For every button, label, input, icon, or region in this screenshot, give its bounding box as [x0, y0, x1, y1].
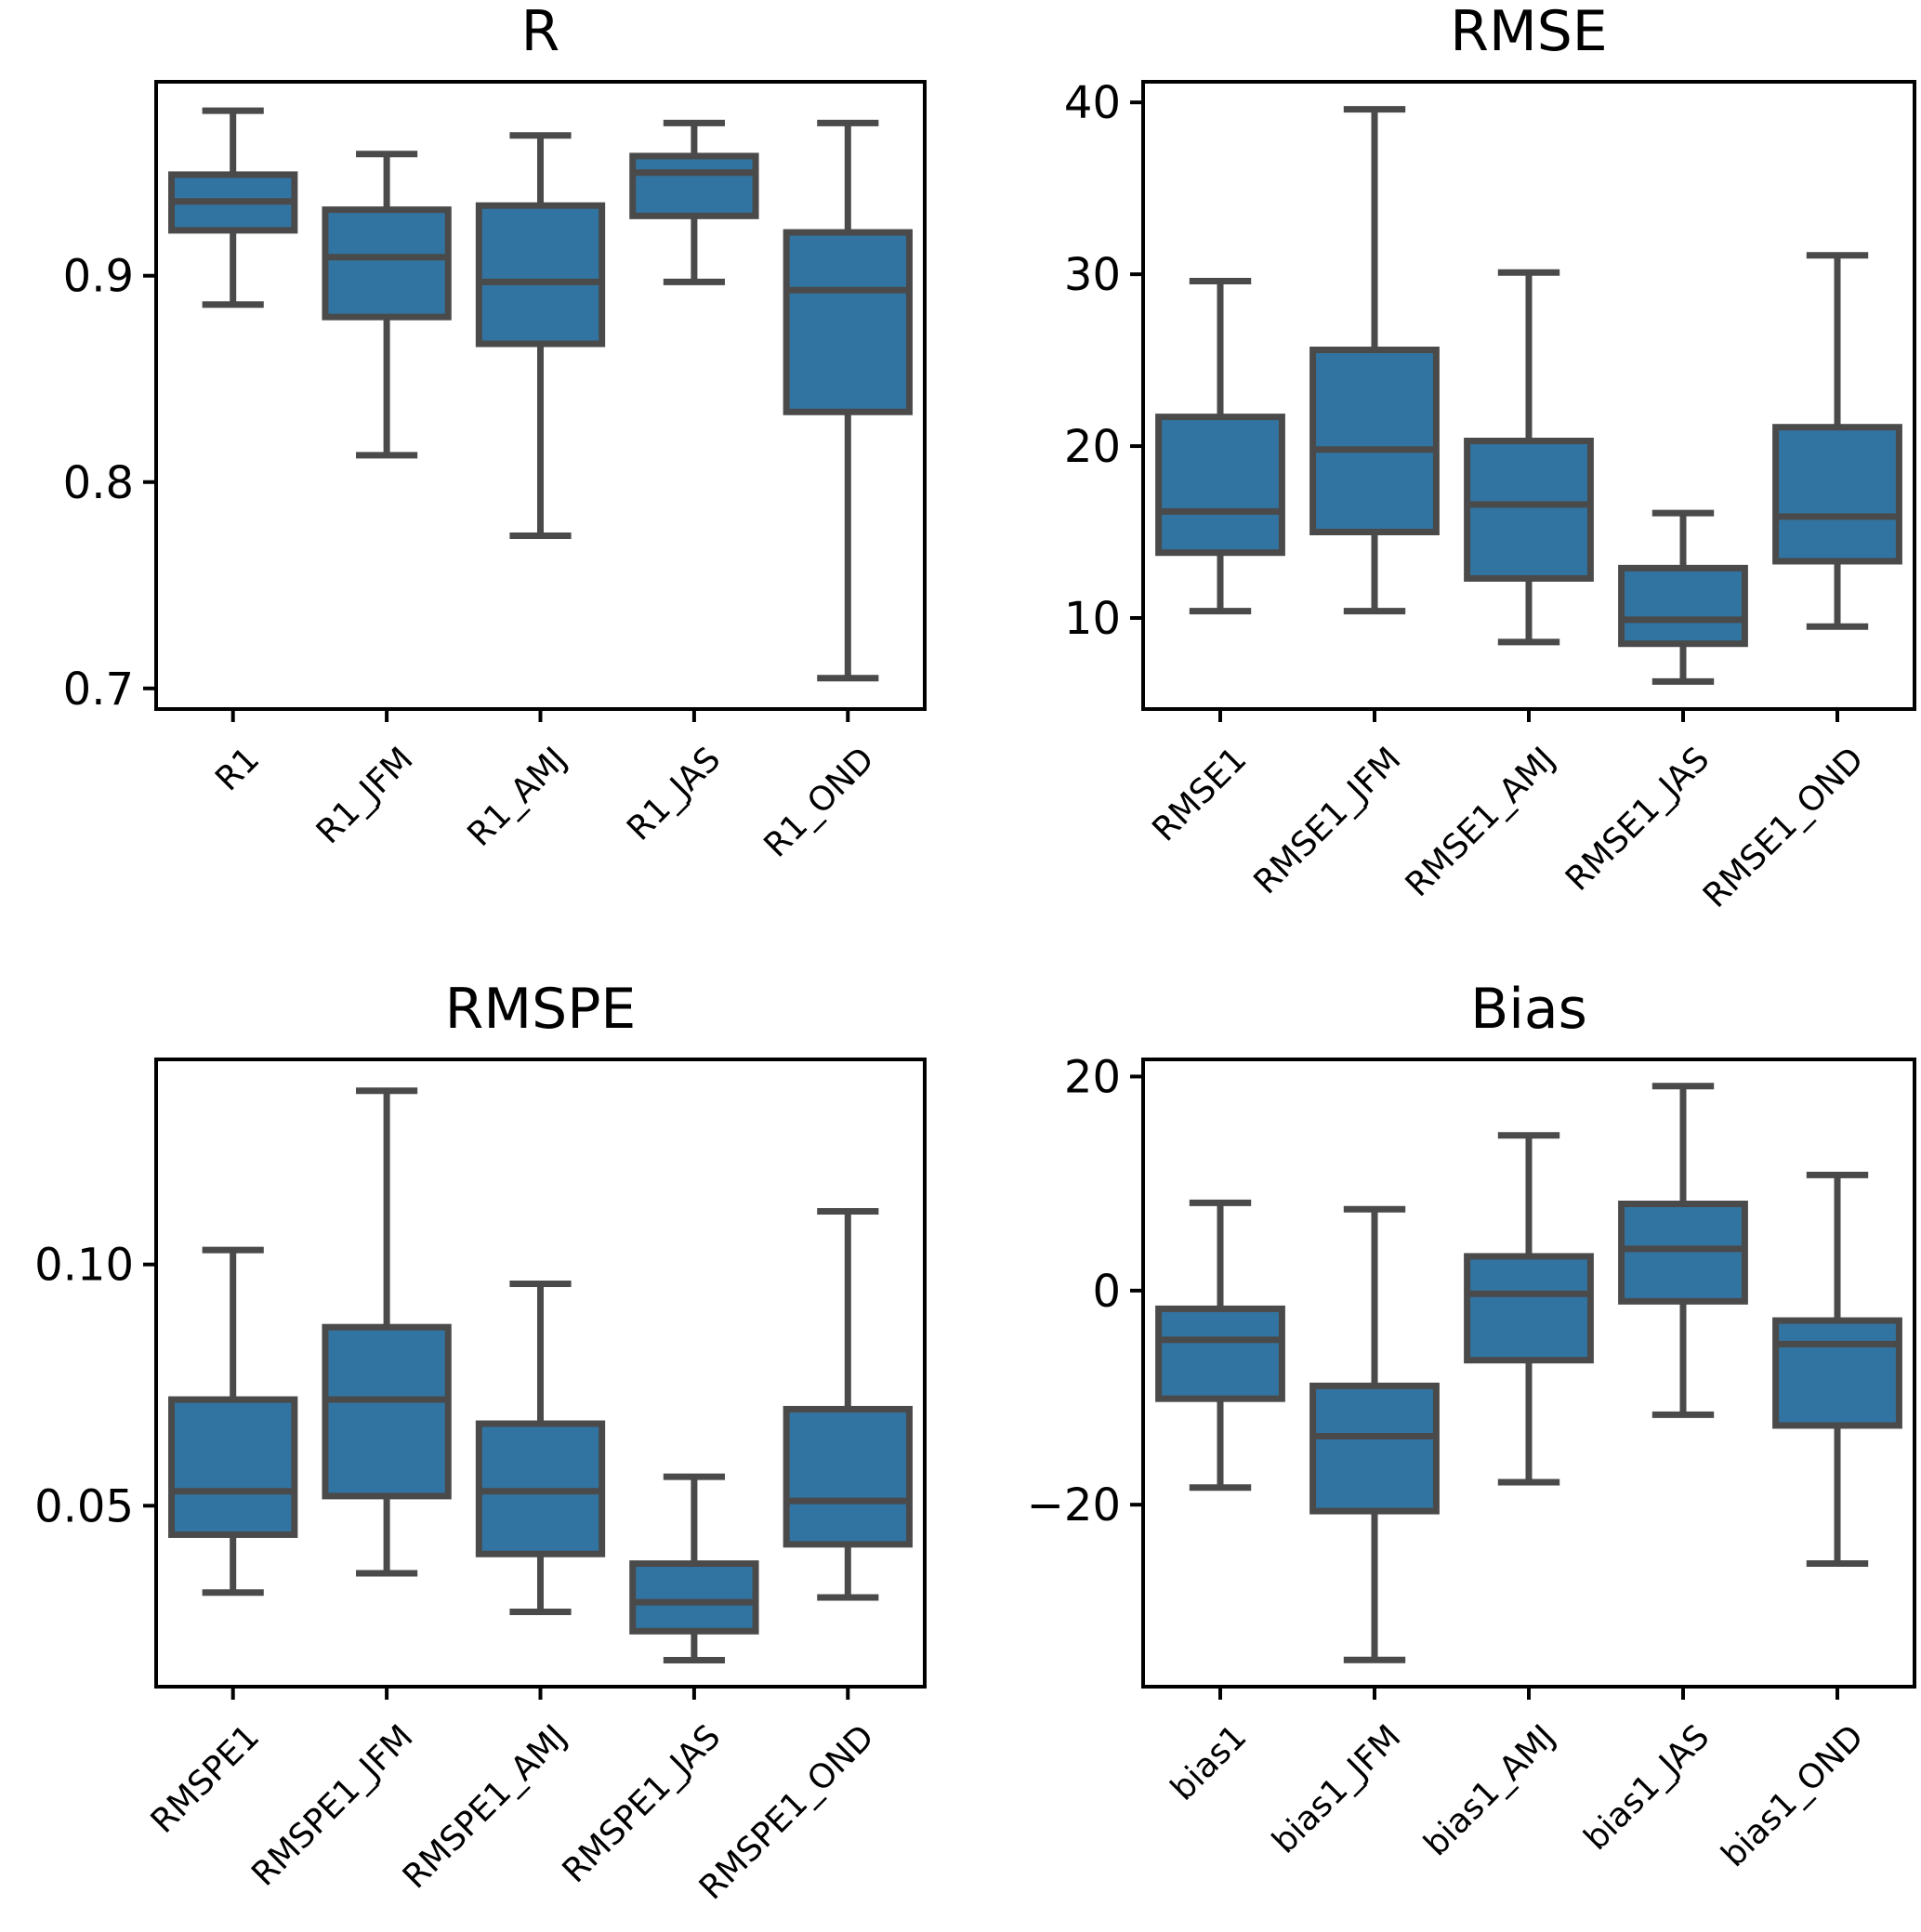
x-tick-label: R1 — [208, 740, 267, 798]
y-tick-label: 0.8 — [63, 457, 134, 509]
y-tick-label: −20 — [1027, 1479, 1121, 1531]
x-tick-label: R1_JAS — [620, 740, 728, 848]
box-RMSPE1_JFM — [322, 1087, 452, 1577]
iqr-box — [1309, 1382, 1440, 1515]
x-tick-label: RMSE1_JFM — [1247, 740, 1409, 901]
box-RMSPE1_JAS — [629, 1473, 759, 1663]
panel-r: R 0.7 0.8 0.9 R1 R1_JFM R1_AMJ R1_JAS R1_OND — [63, 0, 927, 865]
iqr-box — [1618, 1201, 1748, 1305]
x-tick-label: RMSPE1 — [144, 1717, 267, 1840]
y-tick-label: 0.10 — [34, 1240, 134, 1292]
chart-title: Bias — [1470, 977, 1587, 1042]
box-RMSE1_AMJ — [1464, 269, 1594, 646]
iqr-box — [783, 229, 913, 415]
box-R1_AMJ — [475, 132, 606, 539]
iqr-box — [1155, 414, 1285, 557]
x-tick-label: RMSE1_AMJ — [1399, 740, 1563, 904]
box-RMSPE1_AMJ — [475, 1280, 606, 1616]
box-RMSE1 — [1155, 278, 1285, 615]
iqr-box — [1618, 564, 1748, 648]
iqr-box — [629, 152, 759, 219]
y-tick-label: 10 — [1064, 593, 1121, 645]
x-tick-label: bias1_OND — [1715, 1717, 1872, 1874]
iqr-box — [322, 1323, 452, 1500]
iqr-box — [475, 202, 606, 348]
iqr-box — [1772, 424, 1902, 565]
x-tick-label: RMSE1_OND — [1696, 740, 1871, 914]
x-tick-label: R1_AMJ — [460, 740, 573, 853]
panel-rmse: RMSE10203040RMSE1RMSE1_JFMRMSE1_AMJRMSE1… — [1064, 0, 1916, 915]
box-R1_OND — [783, 119, 913, 682]
box-RMSE1_JFM — [1309, 106, 1440, 615]
x-tick-label: RMSPE1_JFM — [244, 1717, 420, 1893]
box-bias1_JAS — [1618, 1083, 1748, 1418]
x-tick-label: bias1_JAS — [1577, 1717, 1717, 1858]
iqr-box — [1155, 1305, 1285, 1402]
x-tick-label: bias1 — [1164, 1717, 1254, 1807]
x-tick-label: RMSE1_JAS — [1559, 740, 1717, 898]
x-tick-label: bias1_JFM — [1265, 1717, 1408, 1860]
x-tick-label: RMSPE1_AMJ — [396, 1717, 574, 1896]
box-bias1 — [1155, 1199, 1285, 1492]
box-RMSE1_OND — [1772, 252, 1902, 630]
x-tick-label: bias1_AMJ — [1417, 1717, 1563, 1863]
box-bias1_JFM — [1309, 1205, 1440, 1663]
iqr-box — [1464, 438, 1594, 582]
y-tick-label: 30 — [1064, 249, 1121, 301]
panel-rmspe: RMSPE 0.05 0.10 RMSPE1RMSPE1_JFMRMSPE1_AMJR… — [34, 977, 927, 1907]
x-tick-label: RMSE1 — [1145, 740, 1254, 848]
box-R1 — [168, 107, 298, 309]
iqr-box — [783, 1405, 913, 1548]
y-tick-label: 0.05 — [34, 1480, 134, 1532]
iqr-box — [1309, 346, 1440, 536]
box-RMSPE1 — [168, 1246, 298, 1597]
y-tick-label: 20 — [1064, 421, 1121, 473]
y-tick-label: 0.9 — [63, 251, 134, 303]
y-tick-label: 40 — [1064, 77, 1121, 129]
iqr-box — [168, 1396, 298, 1538]
box-R1_JAS — [629, 119, 759, 285]
box-bias1_AMJ — [1464, 1132, 1594, 1486]
y-tick-label: 0.7 — [63, 664, 134, 716]
chart-title: RMSE — [1450, 0, 1607, 64]
box-bias1_OND — [1772, 1171, 1902, 1568]
x-tick-label: R1_OND — [757, 740, 881, 864]
box-R1_JFM — [322, 151, 452, 459]
iqr-box — [1464, 1253, 1594, 1364]
x-tick-label: R1_JFM — [309, 740, 421, 851]
y-tick-label: 20 — [1064, 1051, 1121, 1103]
iqr-box — [322, 206, 452, 321]
chart-title: R — [521, 0, 560, 64]
x-tick-label: RMSPE1_JAS — [556, 1717, 729, 1890]
box-RMSPE1_OND — [783, 1208, 913, 1601]
iqr-box — [1772, 1317, 1902, 1429]
panel-bias: Bias −20 0 20 bias1 bias1_JFM bias1_AMJ bias1_J… — [1027, 977, 1916, 1874]
y-tick-label: 0 — [1092, 1266, 1121, 1318]
chart-title: RMSPE — [445, 977, 637, 1042]
iqr-box — [629, 1560, 759, 1635]
box-RMSE1_JAS — [1618, 509, 1748, 685]
